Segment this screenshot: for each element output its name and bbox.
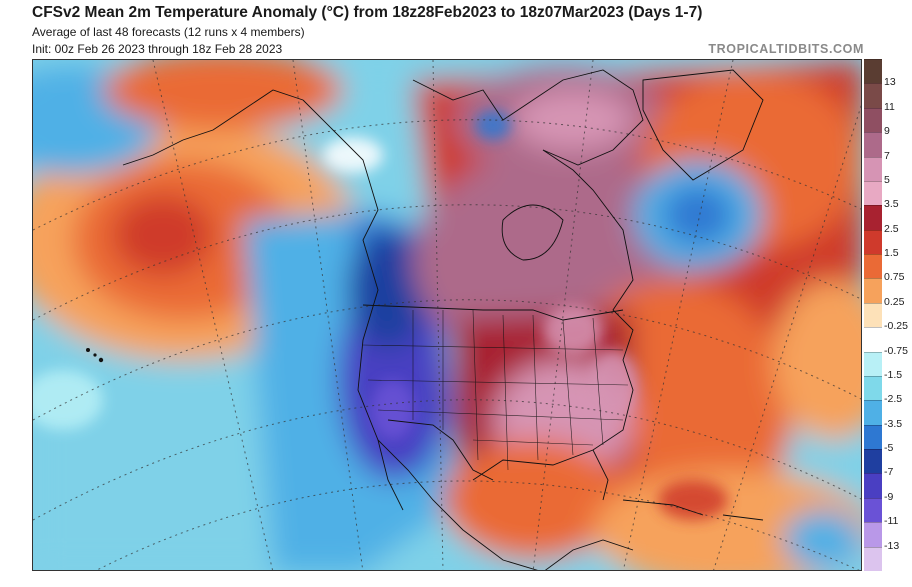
colorbar-label: 13	[884, 76, 896, 89]
colorbar-label: 2.5	[884, 222, 899, 235]
chart-subtitle-average: Average of last 48 forecasts (12 runs x …	[32, 25, 305, 39]
colorbar-segment	[864, 156, 882, 181]
colorbar-label: -7	[884, 466, 894, 479]
colorbar-label: 11	[884, 100, 895, 113]
colorbar-segment	[864, 473, 882, 498]
map-svg	[33, 60, 861, 570]
colorbar-label: -2.5	[884, 393, 903, 406]
colorbar-segment	[864, 327, 882, 352]
colorbar	[864, 59, 882, 571]
colorbar-segment	[864, 83, 882, 108]
colorbar-label: -0.75	[884, 344, 908, 357]
chart-title: CFSv2 Mean 2m Temperature Anomaly (°C) f…	[32, 4, 703, 21]
colorbar-label: -13	[884, 539, 900, 552]
colorbar-segment	[864, 424, 882, 450]
colorbar-label: 0.75	[884, 271, 905, 284]
colorbar-label: -9	[884, 490, 894, 503]
colorbar-label: 9	[884, 125, 890, 138]
colorbar-label: 5	[884, 173, 890, 186]
colorbar-segment	[864, 302, 882, 328]
country-borders	[122, 69, 764, 570]
hawaii-islands	[86, 348, 104, 363]
colorbar-label: 1.5	[884, 247, 899, 260]
colorbar-segment	[864, 59, 882, 84]
colorbar-segment	[864, 400, 882, 425]
colorbar-segment	[864, 449, 882, 474]
colorbar-label: -1.5	[884, 368, 903, 381]
colorbar-segment	[864, 107, 882, 133]
colorbar-segment	[864, 205, 882, 230]
colorbar-label: 3.5	[884, 198, 899, 211]
header: CFSv2 Mean 2m Temperature Anomaly (°C) f…	[0, 0, 912, 58]
anomaly-accents	[33, 110, 728, 520]
colorbar-segment	[864, 351, 882, 376]
colorbar-segment	[864, 229, 882, 255]
colorbar-segment	[864, 278, 882, 303]
anomaly-field	[33, 60, 861, 570]
colorbar-segment	[864, 546, 882, 571]
colorbar-label: 0.25	[884, 295, 905, 308]
lat-lon-graticule	[33, 60, 861, 570]
colorbar-segment	[864, 180, 882, 206]
colorbar-label: -0.25	[884, 320, 908, 333]
colorbar-label: -5	[884, 442, 894, 455]
colorbar-label: 7	[884, 149, 890, 162]
colorbar-segment	[864, 132, 882, 157]
colorbar-label: -3.5	[884, 417, 903, 430]
site-brand[interactable]: TROPICALTIDBITS.COM	[708, 42, 864, 56]
colorbar-segment	[864, 522, 882, 547]
colorbar-label: -11	[884, 515, 899, 528]
anomaly-map	[32, 59, 862, 571]
state-borders	[362, 309, 629, 471]
chart-subtitle-init: Init: 00z Feb 26 2023 through 18z Feb 28…	[32, 42, 283, 56]
colorbar-segment	[864, 254, 882, 279]
colorbar-segment	[864, 497, 882, 523]
colorbar-segment	[864, 375, 882, 401]
